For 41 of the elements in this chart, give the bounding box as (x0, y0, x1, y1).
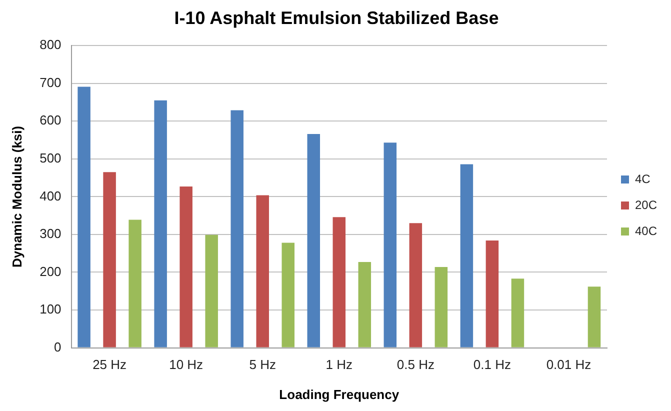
bar (180, 186, 192, 348)
bar (307, 134, 320, 348)
x-tick-label: 0.01 Hz (546, 357, 592, 372)
bar (154, 100, 167, 348)
bar (409, 223, 422, 348)
y-tick-label: 100 (40, 302, 62, 317)
bar (205, 234, 218, 348)
x-tick-label: 25 Hz (92, 357, 127, 372)
legend-label: 4C (634, 172, 651, 186)
bar (588, 286, 601, 348)
bar (486, 240, 499, 348)
bar (230, 110, 244, 348)
y-tick-label: 200 (40, 264, 62, 279)
bar (434, 266, 448, 348)
bar (103, 172, 116, 348)
y-axis-title: Dynamic Modulus (ksi) (9, 126, 24, 268)
x-tick-label: 1 Hz (326, 357, 353, 372)
bar (78, 86, 90, 348)
y-tick-label: 700 (40, 74, 62, 90)
bar (282, 242, 294, 348)
y-tick-label: 600 (40, 112, 62, 128)
bar (256, 195, 269, 348)
legend-label: 40C (634, 224, 658, 238)
x-tick-label: 5 Hz (249, 357, 276, 372)
legend-label: 20C (634, 198, 658, 212)
bar (128, 220, 142, 348)
chart-title: I-10 Asphalt Emulsion Stabilized Base (174, 8, 499, 28)
bar (332, 217, 346, 348)
x-axis-title: Loading Frequency (279, 386, 400, 402)
bar (511, 278, 524, 348)
y-tick-label: 800 (40, 37, 62, 52)
y-tick-label: 300 (40, 226, 62, 242)
y-tick-label: 0 (54, 339, 62, 354)
x-tick-label: 10 Hz (169, 357, 204, 372)
x-tick-label: 0.5 Hz (396, 357, 434, 372)
y-tick-label: 500 (40, 150, 62, 166)
bar (384, 142, 397, 348)
x-tick-label: 0.1 Hz (473, 357, 511, 372)
y-tick-label: 400 (40, 188, 62, 204)
bar (460, 164, 474, 348)
bar (358, 262, 372, 348)
